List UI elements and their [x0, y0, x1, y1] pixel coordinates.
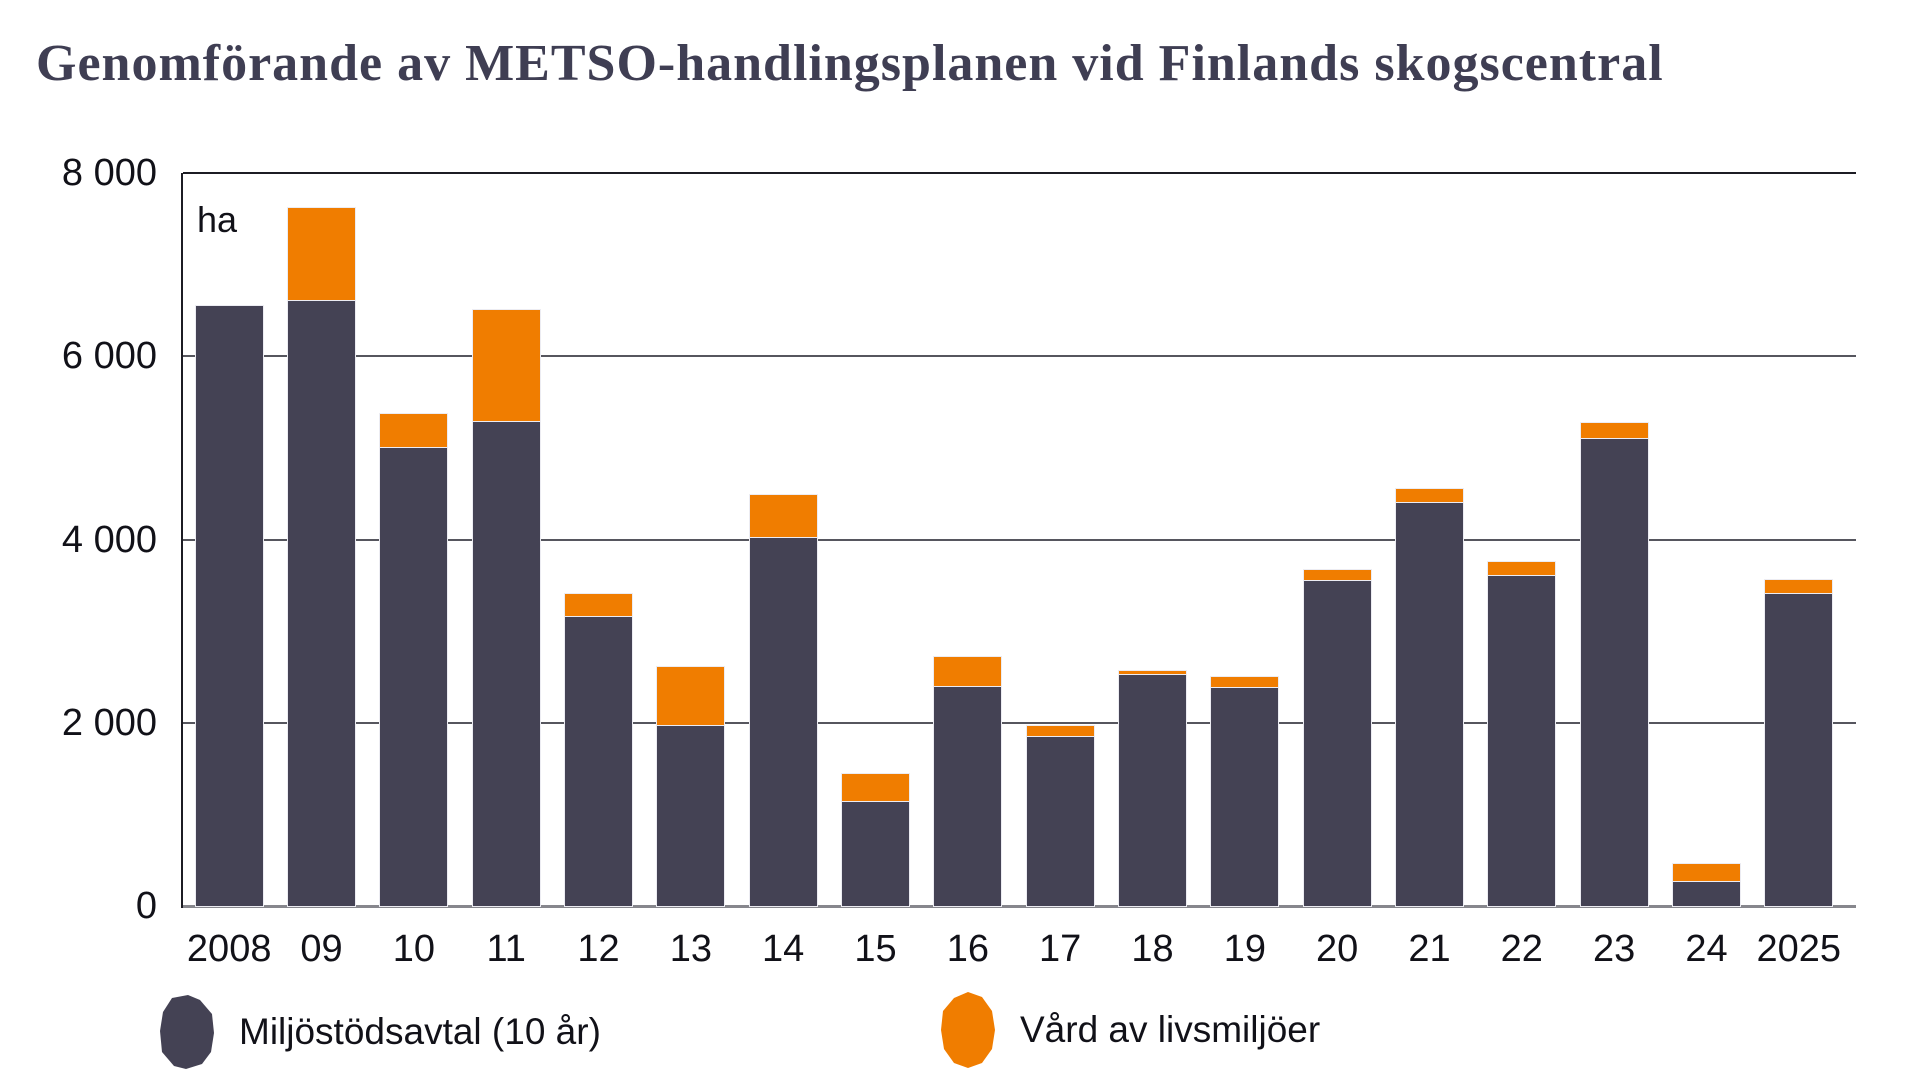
bar-segment-miljostod-19 [1210, 686, 1280, 908]
gridline-4000 [183, 538, 1856, 541]
bar-segment-vard-20 [1302, 568, 1372, 582]
x-tick-label-2008: 2008 [186, 928, 272, 970]
x-tick-label-15: 15 [854, 928, 897, 970]
y-tick-label-0: 0 [135, 885, 157, 927]
gridline-2000 [183, 721, 1856, 724]
bar-segment-miljostod-17 [1025, 735, 1095, 907]
bar-segment-vard-22 [1487, 561, 1557, 578]
bar-segment-miljostod-2025 [1764, 593, 1834, 907]
bar-14 [748, 493, 818, 908]
x-tick-label-14: 14 [762, 928, 805, 970]
bar-segment-miljostod-21 [1394, 501, 1464, 908]
bar-segment-vard-2025 [1764, 578, 1834, 596]
bar-20 [1302, 568, 1372, 908]
bar-segment-miljostod-13 [656, 725, 726, 907]
bar-19 [1210, 675, 1280, 908]
bar-segment-miljostod-15 [841, 801, 910, 907]
bar-segment-vard-13 [656, 665, 726, 728]
bar-11 [471, 309, 541, 907]
x-tick-label-20: 20 [1316, 928, 1359, 970]
bar-23 [1579, 422, 1649, 908]
bar-12 [564, 593, 634, 907]
x-tick-label-22: 22 [1500, 928, 1543, 970]
x-tick-label-21: 21 [1408, 928, 1451, 970]
x-tick-label-17: 17 [1039, 928, 1082, 970]
bar-segment-miljostod-22 [1487, 575, 1557, 907]
y-tick-label-8000: 8 000 [61, 152, 157, 194]
bar-segment-miljostod-18 [1118, 674, 1187, 907]
x-tick-label-23: 23 [1593, 928, 1636, 970]
bar-17 [1025, 724, 1095, 907]
bar-segment-miljostod-24 [1671, 881, 1741, 907]
bar-segment-vard-16 [933, 655, 1003, 689]
bar-24 [1671, 862, 1741, 907]
bar-segment-vard-21 [1394, 488, 1464, 504]
bar-segment-vard-24 [1671, 862, 1741, 884]
y-tick-label-4000: 4 000 [61, 518, 157, 561]
legend-item-miljostodsavtal: Miljöstödsavtal (10 år) [157, 992, 601, 1072]
bar-segment-vard-18 [1118, 670, 1187, 677]
bar-09 [287, 206, 357, 907]
gridline-8000 [183, 172, 1856, 174]
bar-segment-miljostod-14 [748, 536, 818, 908]
x-tick-label-24: 24 [1685, 928, 1728, 970]
bar-segment-vard-19 [1210, 675, 1280, 689]
x-tick-label-12: 12 [577, 928, 620, 970]
bar-21 [1394, 488, 1464, 908]
y-tick-label-6000: 6 000 [61, 335, 157, 378]
bar-segment-vard-12 [564, 593, 634, 619]
legend-dot-orange-icon [941, 992, 995, 1068]
chart-title: Genomförande av METSO-handlingsplanen vi… [36, 35, 1664, 92]
bar-16 [933, 655, 1003, 907]
bar-segment-vard-11 [471, 309, 541, 424]
x-tick-label-11: 11 [486, 928, 526, 970]
x-tick-label-18: 18 [1131, 928, 1174, 970]
plot-area: ha 0 2 000 4 000 6 000 8 000 2008 09 10 11 12 13 1… [62, 153, 1856, 970]
bar-segment-miljostod-23 [1579, 437, 1649, 908]
legend-dot-dark-icon [160, 995, 214, 1069]
bar-segment-vard-15 [841, 773, 910, 804]
bar-2008 [194, 304, 264, 908]
legend-item-vard: Vård av livsmiljöer [938, 990, 1320, 1070]
bar-segment-miljostod-11 [471, 421, 541, 907]
bar-13 [656, 665, 726, 907]
y-axis-line [181, 173, 183, 908]
bar-2025 [1764, 578, 1834, 907]
legend-label-miljostodsavtal: Miljöstödsavtal (10 år) [239, 1011, 601, 1052]
bar-segment-miljostod-20 [1302, 579, 1372, 908]
bar-18 [1118, 670, 1187, 907]
x-tick-label-13: 13 [669, 928, 712, 970]
x-tick-label-16: 16 [946, 928, 989, 970]
bar-15 [841, 773, 910, 907]
bar-segment-vard-10 [379, 412, 449, 449]
legend-label-vard: Vård av livsmiljöer [1020, 1009, 1321, 1050]
bar-segment-vard-09 [287, 206, 357, 303]
bar-segment-miljostod-09 [287, 300, 357, 907]
x-tick-label-19: 19 [1223, 928, 1266, 970]
bar-segment-miljostod-10 [379, 446, 449, 908]
x-tick-label-10: 10 [392, 928, 435, 970]
gridline-6000 [183, 355, 1856, 358]
bar-segment-vard-23 [1579, 422, 1649, 440]
bar-segment-miljostod-2008 [194, 304, 264, 908]
bar-segment-miljostod-16 [933, 686, 1003, 907]
unit-label: ha [197, 199, 238, 240]
x-tick-label-2025: 2025 [1756, 928, 1842, 970]
x-axis-line [181, 905, 1856, 908]
bar-10 [379, 412, 449, 908]
bar-22 [1487, 561, 1557, 907]
x-tick-label-09: 09 [300, 928, 343, 970]
bar-segment-vard-14 [748, 493, 818, 539]
y-tick-label-2000: 2 000 [61, 701, 157, 744]
bar-segment-miljostod-12 [564, 616, 634, 907]
bar-segment-vard-17 [1025, 724, 1095, 738]
